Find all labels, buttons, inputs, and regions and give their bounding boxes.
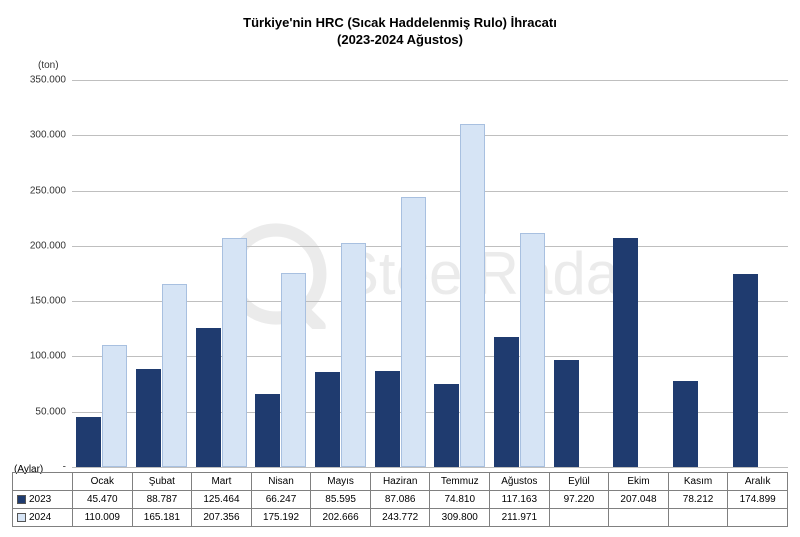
chart-container: Türkiye'nin HRC (Sıcak Haddelenmiş Rulo)… <box>0 0 800 537</box>
data-cell: 207.048 <box>609 491 669 509</box>
data-cell: 175.192 <box>251 509 311 527</box>
title-line-1: Türkiye'nin HRC (Sıcak Haddelenmiş Rulo)… <box>20 15 780 32</box>
bar-2024 <box>341 243 366 467</box>
month-column <box>728 80 788 467</box>
bar-2023 <box>255 394 280 467</box>
data-cell: 66.247 <box>251 491 311 509</box>
month-column <box>132 80 192 467</box>
month-header: Mayıs <box>311 473 371 491</box>
month-column <box>549 80 609 467</box>
bars-group <box>72 80 788 467</box>
data-cell <box>609 509 669 527</box>
legend-swatch <box>17 495 26 504</box>
unit-label: (ton) <box>38 60 59 71</box>
month-column <box>609 80 669 467</box>
data-cell: 211.971 <box>490 509 550 527</box>
legend-swatch <box>17 513 26 522</box>
month-header: Temmuz <box>430 473 490 491</box>
month-column <box>191 80 251 467</box>
data-cell: 74.810 <box>430 491 490 509</box>
bar-2024 <box>281 273 306 467</box>
month-column <box>311 80 371 467</box>
data-cell: 87.086 <box>370 491 430 509</box>
data-cell: 202.666 <box>311 509 371 527</box>
bar-2023 <box>375 371 400 467</box>
table-header-row: OcakŞubatMartNisanMayısHaziranTemmuzAğus… <box>13 473 788 491</box>
data-cell <box>728 509 788 527</box>
table-body: 2023 45.47088.787125.46466.24785.59587.08… <box>13 491 788 527</box>
month-header: Ocak <box>73 473 133 491</box>
ytick-label: 250.000 <box>16 185 66 196</box>
data-cell <box>668 509 728 527</box>
month-column <box>72 80 132 467</box>
month-column <box>669 80 729 467</box>
bar-2023 <box>136 369 161 467</box>
data-cell: 165.181 <box>132 509 192 527</box>
bar-2023 <box>76 417 101 467</box>
series-label-cell: 2024 <box>13 509 73 527</box>
data-cell: 243.772 <box>370 509 430 527</box>
table-row: 2024110.009165.181207.356175.192202.6662… <box>13 509 788 527</box>
bar-2023 <box>494 337 519 467</box>
data-cell: 97.220 <box>549 491 609 509</box>
bar-2023 <box>196 328 221 467</box>
data-cell: 125.464 <box>192 491 252 509</box>
ytick-label: 300.000 <box>16 130 66 141</box>
data-cell: 309.800 <box>430 509 490 527</box>
month-header: Aralık <box>728 473 788 491</box>
data-cell: 78.212 <box>668 491 728 509</box>
month-header: Şubat <box>132 473 192 491</box>
ytick-label: 50.000 <box>16 406 66 417</box>
bar-2024 <box>102 345 127 467</box>
data-cell: 88.787 <box>132 491 192 509</box>
gridline <box>72 467 788 468</box>
ytick-label: 200.000 <box>16 240 66 251</box>
data-table: OcakŞubatMartNisanMayısHaziranTemmuzAğus… <box>12 472 788 527</box>
data-cell: 174.899 <box>728 491 788 509</box>
bar-2023 <box>733 274 758 467</box>
ytick-label: 100.000 <box>16 351 66 362</box>
bar-2024 <box>520 233 545 467</box>
bar-2024 <box>401 197 426 467</box>
chart-title: Türkiye'nin HRC (Sıcak Haddelenmiş Rulo)… <box>20 15 780 49</box>
month-header: Mart <box>192 473 252 491</box>
month-header: Haziran <box>370 473 430 491</box>
data-cell <box>549 509 609 527</box>
month-header: Ekim <box>609 473 669 491</box>
series-name: 2024 <box>29 512 51 523</box>
bar-2023 <box>554 360 579 467</box>
data-cell: 207.356 <box>192 509 252 527</box>
bar-2023 <box>434 384 459 467</box>
table-corner-cell <box>13 473 73 491</box>
month-header: Ağustos <box>490 473 550 491</box>
month-column <box>251 80 311 467</box>
bar-2023 <box>613 238 638 467</box>
month-header: Eylül <box>549 473 609 491</box>
month-header: Nisan <box>251 473 311 491</box>
month-header: Kasım <box>668 473 728 491</box>
bar-2023 <box>673 381 698 467</box>
title-line-2: (2023-2024 Ağustos) <box>20 32 780 49</box>
bar-2023 <box>315 372 340 467</box>
table-row: 2023 45.47088.787125.46466.24785.59587.08… <box>13 491 788 509</box>
data-cell: 85.595 <box>311 491 371 509</box>
bar-2024 <box>162 284 187 467</box>
series-label-cell: 2023 <box>13 491 73 509</box>
data-cell: 45.470 <box>73 491 133 509</box>
plot-area: SteelRadar -50.000100.000150.000200.0002… <box>72 80 788 467</box>
bar-2024 <box>460 124 485 467</box>
data-cell: 117.163 <box>490 491 550 509</box>
ytick-label: 350.000 <box>16 75 66 86</box>
month-column <box>430 80 490 467</box>
series-name: 2023 <box>29 494 51 505</box>
month-column <box>370 80 430 467</box>
data-cell: 110.009 <box>73 509 133 527</box>
month-column <box>490 80 550 467</box>
bar-2024 <box>222 238 247 467</box>
ytick-label: 150.000 <box>16 296 66 307</box>
